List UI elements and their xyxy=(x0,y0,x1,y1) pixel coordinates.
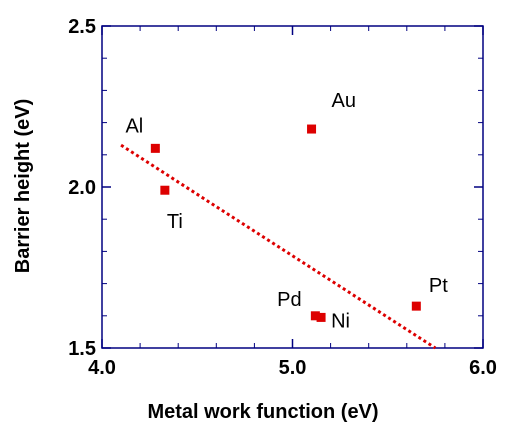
point-label-pd: Pd xyxy=(277,289,301,311)
y-axis-label: Barrier height (eV) xyxy=(12,99,34,273)
y-axis-ticks: 1.5 2.0 2.5 xyxy=(68,16,483,360)
data-point-al xyxy=(150,143,160,153)
x-tick-label: 4.0 xyxy=(88,357,116,379)
x-tick-label: 6.0 xyxy=(469,357,497,379)
y-tick-label: 1.5 xyxy=(68,338,96,360)
data-point-au xyxy=(307,124,317,134)
data-point-pt xyxy=(411,301,421,311)
x-axis-label: Metal work function (eV) xyxy=(147,401,378,423)
trend-line xyxy=(120,143,437,350)
data-points: Al Ti Au Pd Ni Pt xyxy=(125,90,448,332)
x-axis-ticks: 4.0 5.0 6.0 xyxy=(88,26,497,379)
point-label-ni: Ni xyxy=(331,310,350,332)
data-point-pd xyxy=(310,311,320,321)
x-tick-label: 5.0 xyxy=(279,357,307,379)
point-label-ti: Ti xyxy=(167,211,183,233)
point-label-pt: Pt xyxy=(429,275,448,297)
y-tick-label: 2.5 xyxy=(68,16,96,38)
y-tick-label: 2.0 xyxy=(68,177,96,199)
point-label-au: Au xyxy=(332,90,356,112)
data-point-ti xyxy=(160,185,170,195)
data-point-ni xyxy=(316,312,326,322)
point-label-al: Al xyxy=(125,115,143,137)
